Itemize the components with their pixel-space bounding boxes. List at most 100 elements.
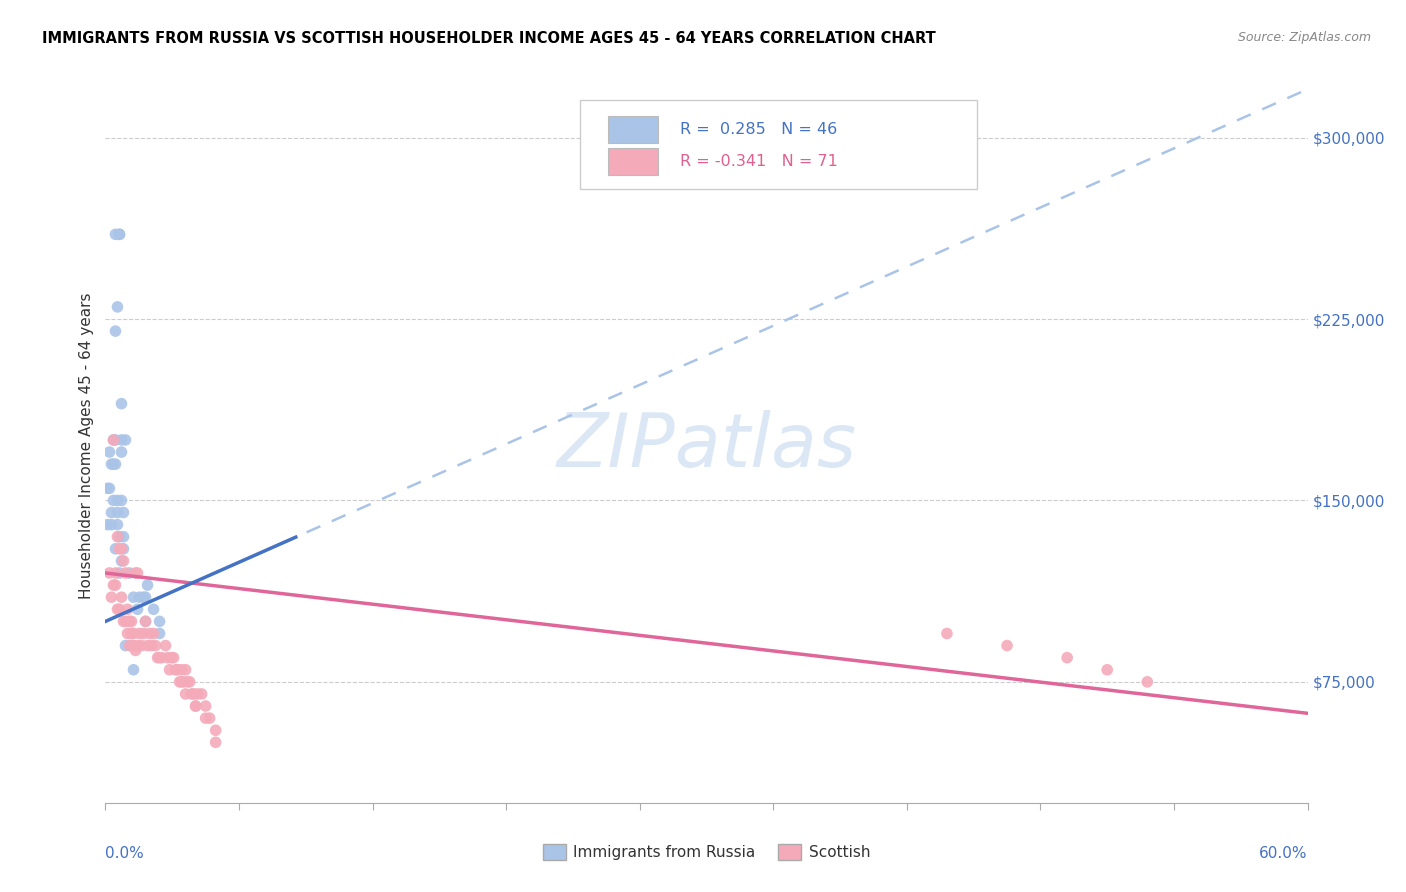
Point xyxy=(170,663,193,677)
Point xyxy=(103,433,125,447)
Point xyxy=(995,639,1018,653)
Point xyxy=(98,481,121,495)
Point xyxy=(136,578,159,592)
Point xyxy=(107,530,129,544)
Point xyxy=(107,493,129,508)
Point xyxy=(174,687,197,701)
Point xyxy=(103,457,125,471)
Point xyxy=(166,663,188,677)
Point xyxy=(108,227,131,242)
Point xyxy=(107,300,129,314)
Point xyxy=(148,615,170,629)
Point xyxy=(136,639,159,653)
Point xyxy=(114,433,136,447)
Point xyxy=(138,626,160,640)
Point xyxy=(174,663,197,677)
Point xyxy=(169,674,191,689)
Point xyxy=(122,590,145,604)
Point xyxy=(103,433,125,447)
Point xyxy=(96,481,118,495)
Point xyxy=(118,615,141,629)
Point xyxy=(187,687,209,701)
Point xyxy=(155,639,177,653)
Point xyxy=(112,615,135,629)
Point xyxy=(110,433,132,447)
Point xyxy=(104,227,127,242)
Point xyxy=(156,650,179,665)
Point xyxy=(121,626,143,640)
Point xyxy=(107,517,129,532)
Point xyxy=(128,626,150,640)
Point xyxy=(108,541,131,556)
Point xyxy=(135,615,157,629)
Point xyxy=(104,324,127,338)
Text: 0.0%: 0.0% xyxy=(105,846,145,861)
Point xyxy=(110,590,132,604)
Text: IMMIGRANTS FROM RUSSIA VS SCOTTISH HOUSEHOLDER INCOME AGES 45 - 64 YEARS CORRELA: IMMIGRANTS FROM RUSSIA VS SCOTTISH HOUSE… xyxy=(42,31,936,46)
Point xyxy=(190,687,212,701)
Point xyxy=(108,602,131,616)
Point xyxy=(100,517,122,532)
Point xyxy=(100,590,122,604)
Point xyxy=(118,566,141,580)
Point xyxy=(170,674,193,689)
Point xyxy=(122,639,145,653)
Point xyxy=(98,445,121,459)
Point xyxy=(108,566,131,580)
Point xyxy=(127,639,149,653)
Point xyxy=(114,566,136,580)
Point xyxy=(121,639,143,653)
FancyBboxPatch shape xyxy=(607,148,658,175)
Legend: Immigrants from Russia, Scottish: Immigrants from Russia, Scottish xyxy=(537,838,876,866)
Point xyxy=(112,554,135,568)
Point xyxy=(103,493,125,508)
Point xyxy=(1136,674,1159,689)
Point xyxy=(131,639,153,653)
Point xyxy=(96,517,118,532)
Point xyxy=(148,650,170,665)
Point xyxy=(165,663,187,677)
Point xyxy=(124,566,146,580)
Point xyxy=(114,615,136,629)
Point xyxy=(204,723,226,738)
Point xyxy=(132,626,155,640)
Point xyxy=(173,674,195,689)
Point xyxy=(184,699,207,714)
Point xyxy=(204,735,226,749)
Point xyxy=(135,590,157,604)
Point xyxy=(104,433,127,447)
Text: R =  0.285   N = 46: R = 0.285 N = 46 xyxy=(681,122,838,137)
Point xyxy=(114,639,136,653)
Point xyxy=(121,615,143,629)
Point xyxy=(936,626,959,640)
Point xyxy=(183,687,205,701)
Text: ZIPatlas: ZIPatlas xyxy=(557,410,856,482)
Point xyxy=(124,643,146,657)
Point xyxy=(100,506,122,520)
Point xyxy=(107,506,129,520)
Point xyxy=(145,639,167,653)
Point xyxy=(198,711,221,725)
Y-axis label: Householder Income Ages 45 - 64 years: Householder Income Ages 45 - 64 years xyxy=(79,293,94,599)
Point xyxy=(142,602,165,616)
Point xyxy=(180,687,202,701)
Point xyxy=(104,566,127,580)
Point xyxy=(194,711,217,725)
Text: Source: ZipAtlas.com: Source: ZipAtlas.com xyxy=(1237,31,1371,45)
Point xyxy=(122,663,145,677)
Point xyxy=(135,615,157,629)
Text: R = -0.341   N = 71: R = -0.341 N = 71 xyxy=(681,153,838,169)
Point xyxy=(128,590,150,604)
Point xyxy=(1056,650,1078,665)
Point xyxy=(98,566,121,580)
Point xyxy=(110,493,132,508)
Point xyxy=(108,530,131,544)
Point xyxy=(118,639,141,653)
FancyBboxPatch shape xyxy=(581,100,977,189)
Point xyxy=(127,566,149,580)
Point xyxy=(107,602,129,616)
Point xyxy=(103,578,125,592)
Point xyxy=(160,650,183,665)
Point xyxy=(112,506,135,520)
Point xyxy=(110,541,132,556)
